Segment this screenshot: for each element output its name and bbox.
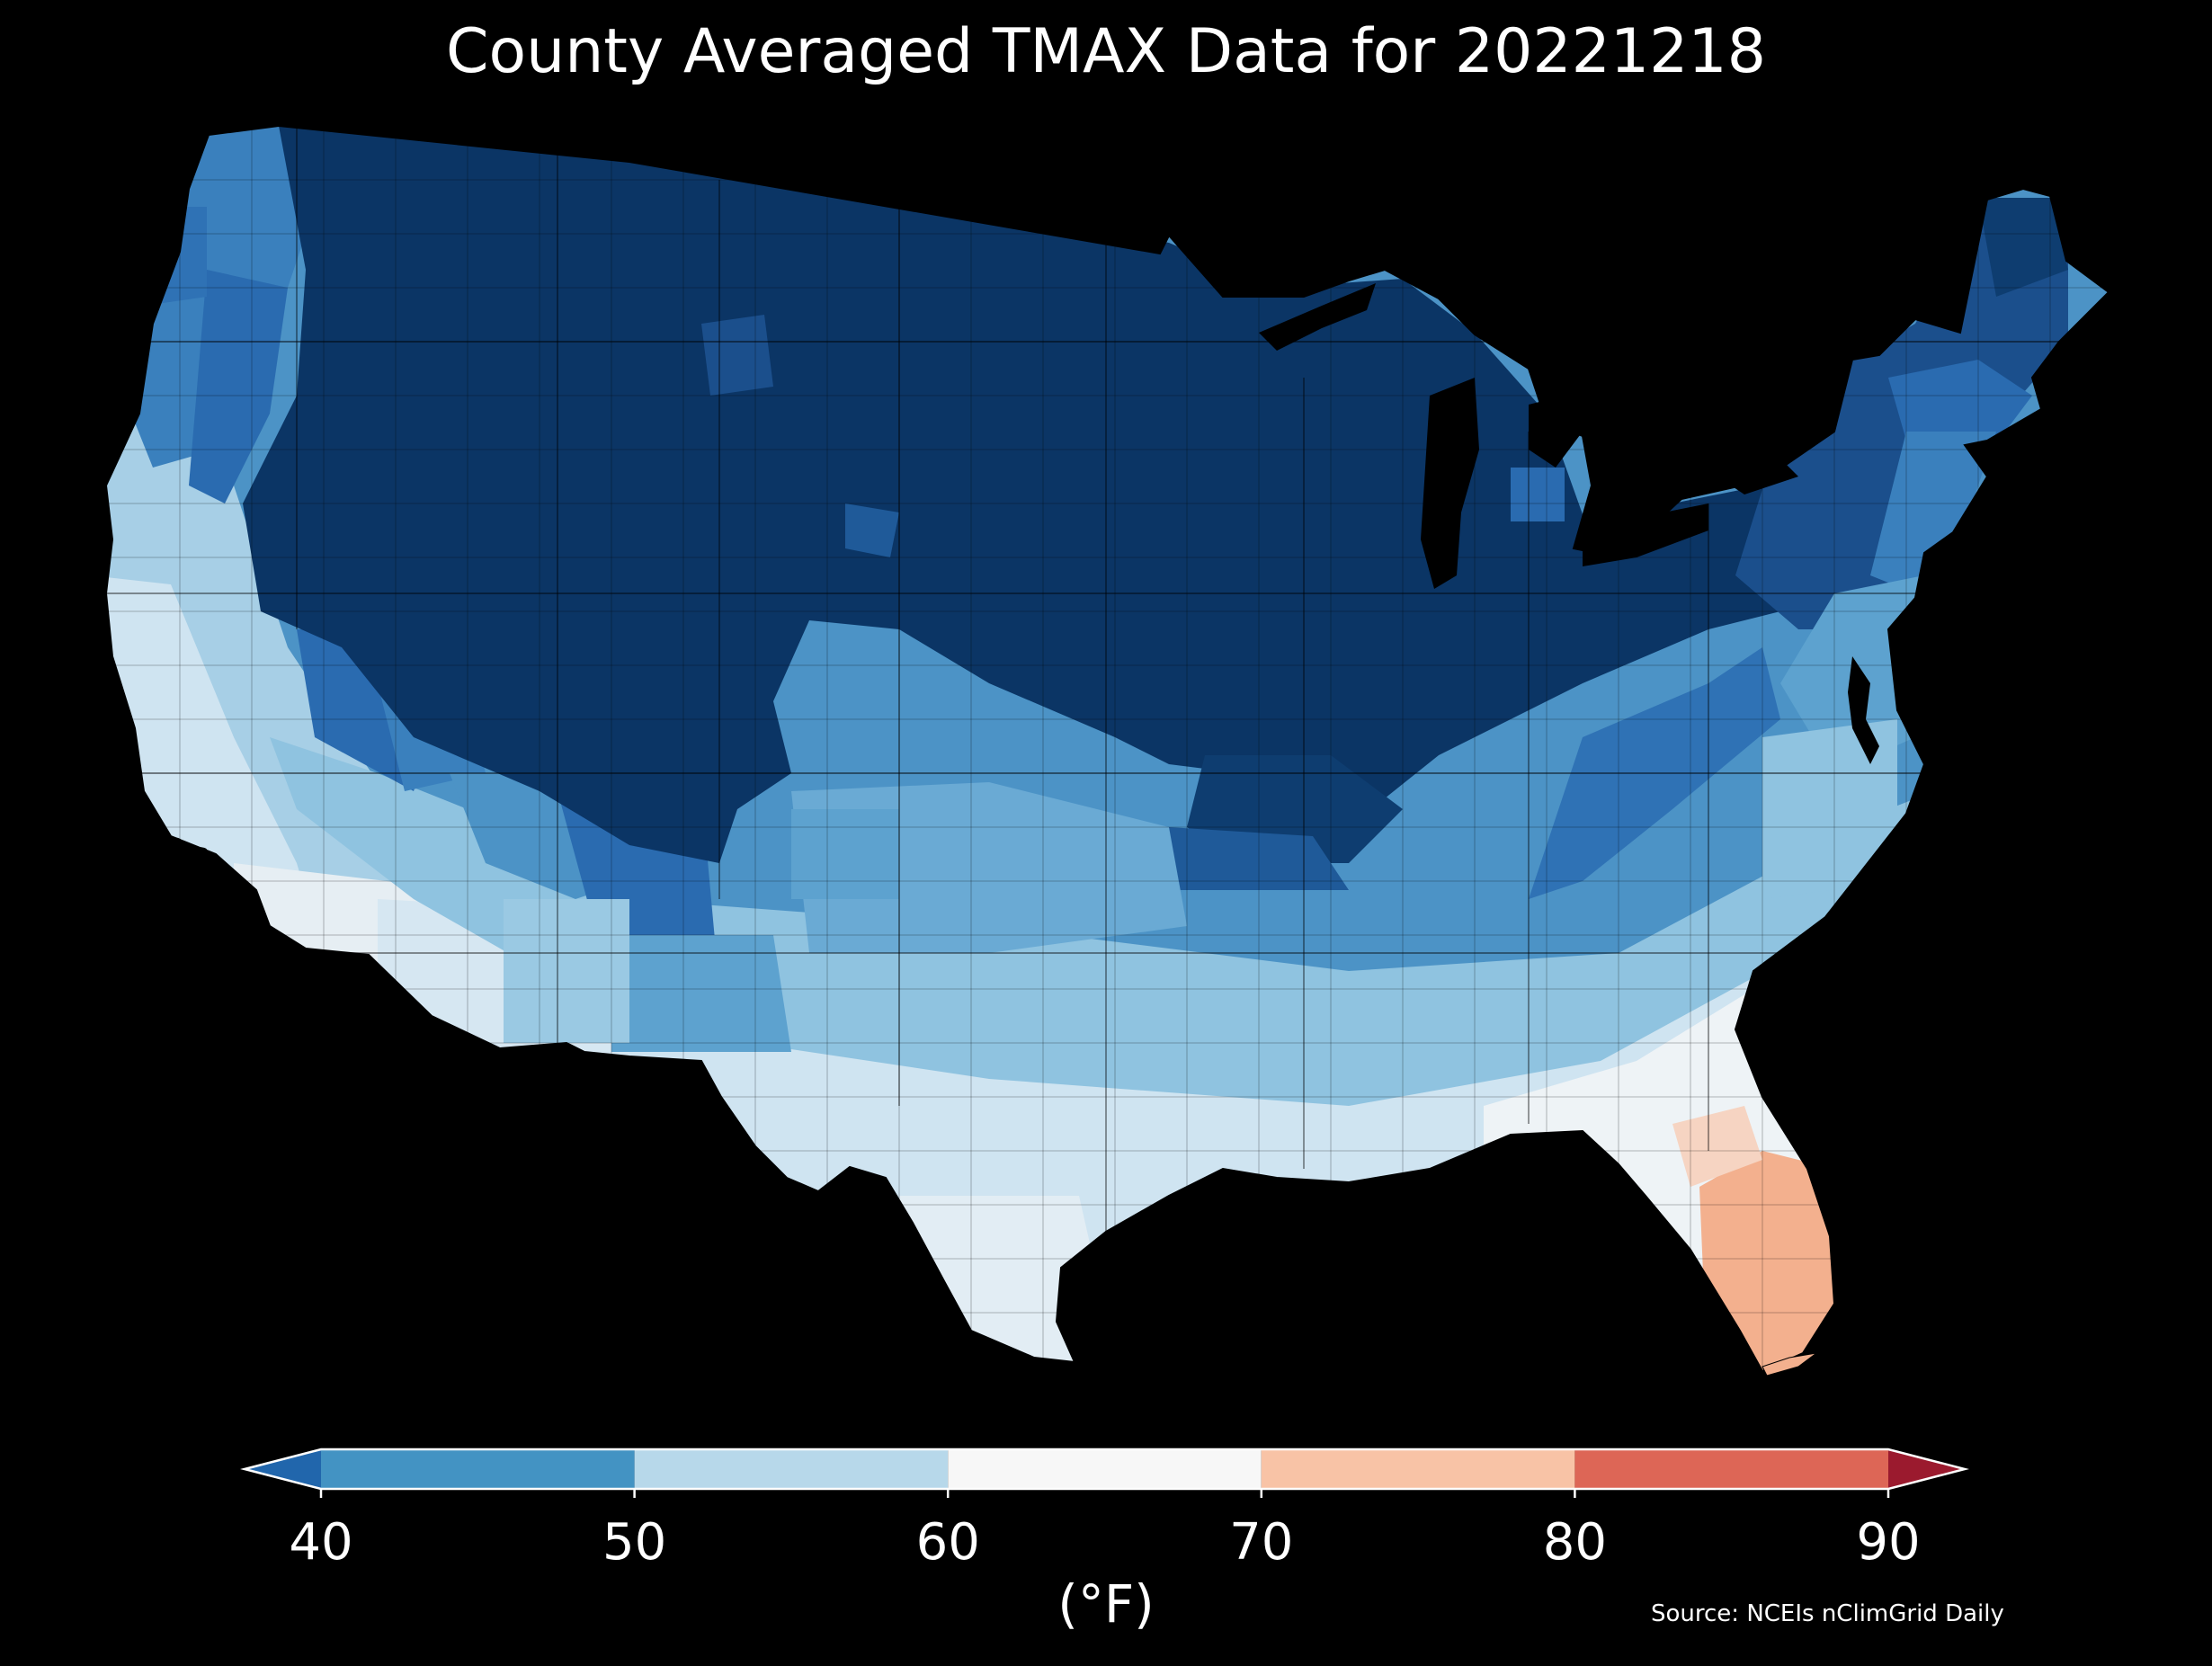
colorbar-bin	[1261, 1449, 1575, 1489]
colorbar-extend-high	[1888, 1449, 1965, 1489]
colorbar-bin	[321, 1449, 635, 1489]
colorbar-tick-label: 70	[1229, 1513, 1293, 1572]
florida-keys	[1762, 1352, 1817, 1376]
map-title: County Averaged TMAX Data for 20221218	[446, 16, 1766, 87]
colorbar-bin	[634, 1449, 949, 1489]
chesapeake-bay	[1848, 656, 1879, 764]
colorbar-extend-low	[245, 1449, 321, 1489]
great-lakes	[1259, 283, 1798, 589]
colorbar-bin	[1574, 1449, 1888, 1489]
colorbar-tick-label: 40	[289, 1513, 352, 1572]
colorbar-tick-label: 50	[602, 1513, 666, 1572]
colorbar-unit-label: (°F)	[1057, 1573, 1155, 1635]
source-attribution: Source: NCEIs nClimGrid Daily	[1651, 1600, 2004, 1627]
colorbar-bin	[948, 1449, 1262, 1489]
channel-islands	[160, 837, 207, 852]
colorbar-tick-label: 60	[916, 1513, 980, 1572]
colorbar-tick-label: 80	[1543, 1513, 1607, 1572]
colorbar-tick-label: 90	[1856, 1513, 1920, 1572]
